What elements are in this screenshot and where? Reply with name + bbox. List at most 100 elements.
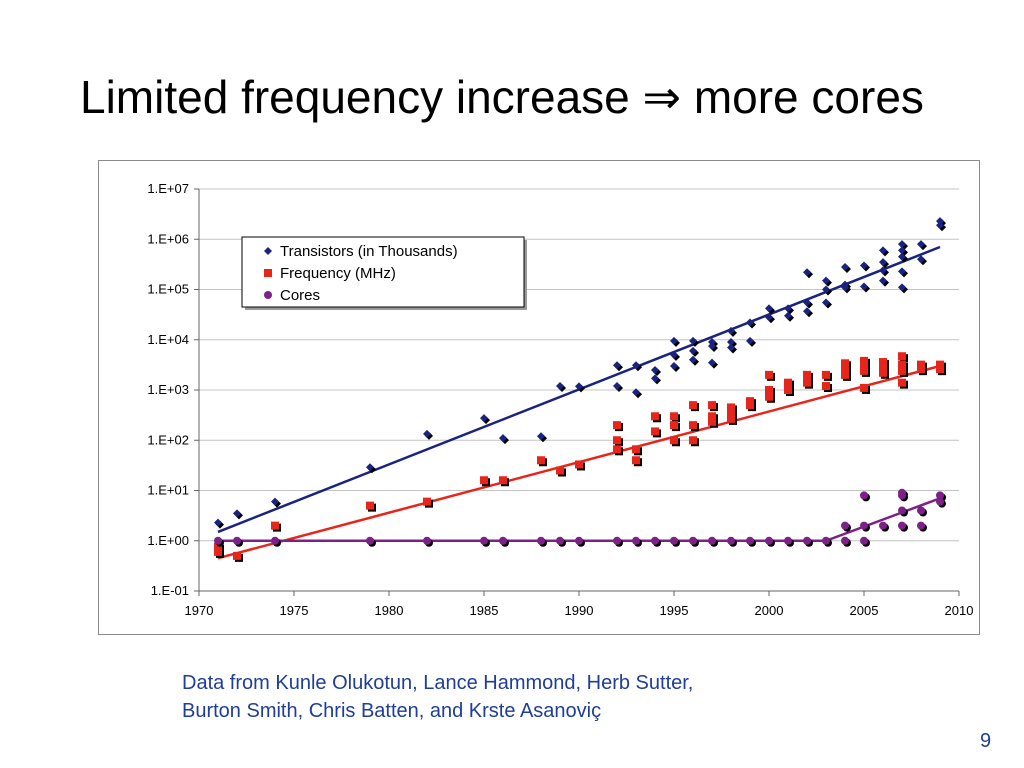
legend-label: Transistors (in Thousands) — [280, 243, 458, 260]
data-point — [727, 326, 735, 335]
page-number: 9 — [980, 730, 992, 752]
data-point — [575, 460, 583, 469]
data-point — [841, 263, 849, 272]
y-tick-label: 1.E+04 — [147, 332, 189, 347]
data-point — [898, 360, 906, 369]
data-point — [822, 370, 830, 379]
caption-line-2: Burton Smith, Chris Batten, and Krste As… — [182, 700, 602, 722]
data-point — [233, 536, 241, 545]
data-point — [613, 536, 621, 545]
chart-svg: 1.E+07 1.E+06 1.E+05 1.E+04 1.E+03 1.E+02 1.E+… — [147, 181, 973, 618]
data-point — [366, 501, 374, 510]
data-point — [803, 370, 811, 379]
data-point — [214, 547, 222, 556]
data-point — [499, 536, 507, 545]
data-point — [575, 536, 583, 545]
data-point — [917, 506, 925, 515]
data-point — [746, 536, 754, 545]
data-point — [860, 491, 868, 500]
data-point — [708, 536, 716, 545]
data-point — [727, 536, 735, 545]
data-point — [936, 365, 944, 374]
data-point — [898, 521, 906, 530]
data-point — [689, 536, 697, 545]
data-point — [480, 414, 488, 423]
data-point — [708, 417, 716, 426]
legend-box — [241, 236, 525, 308]
data-point — [214, 536, 222, 545]
y-tick-label: 1.E+00 — [147, 533, 189, 548]
data-point — [233, 509, 241, 518]
source-caption: Data from Kunle Olukotun, Lance Hammond,… — [182, 669, 882, 725]
data-point — [689, 421, 697, 430]
data-point — [784, 311, 792, 320]
data-point — [822, 298, 830, 307]
data-point — [613, 382, 621, 391]
data-point — [917, 521, 925, 530]
data-point — [803, 298, 811, 307]
data-point — [841, 283, 849, 292]
data-point — [689, 436, 697, 445]
data-point — [689, 336, 697, 345]
x-tick-label: 1985 — [470, 603, 499, 618]
data-point — [746, 336, 754, 345]
data-point — [670, 436, 678, 445]
data-point — [575, 382, 583, 391]
data-point — [423, 497, 431, 506]
data-point — [651, 374, 659, 383]
data-point — [670, 412, 678, 421]
y-tick-label: 1.E+07 — [147, 181, 189, 196]
legend-marker — [264, 269, 272, 277]
data-point — [860, 362, 868, 371]
data-point — [670, 336, 678, 345]
data-point — [233, 551, 241, 560]
data-point — [271, 536, 279, 545]
x-tick-label: 2010 — [945, 603, 974, 618]
data-point — [879, 246, 887, 255]
x-tick-label: 1980 — [375, 603, 404, 618]
data-point — [499, 476, 507, 485]
data-point — [841, 370, 849, 379]
legend-label: Cores — [280, 287, 320, 304]
data-point — [898, 267, 906, 276]
data-point — [708, 342, 716, 351]
data-point — [860, 356, 868, 365]
data-point — [860, 521, 868, 530]
data-point — [879, 276, 887, 285]
data-point — [423, 429, 431, 438]
data-point — [499, 434, 507, 443]
data-point — [708, 358, 716, 367]
data-point — [898, 378, 906, 387]
data-point — [898, 352, 906, 361]
data-point — [765, 304, 773, 313]
data-point — [537, 456, 545, 465]
slide-title: Limited frequency increase ⇒ more cores — [80, 71, 924, 123]
data-point — [936, 497, 944, 506]
data-point — [784, 304, 792, 313]
data-point — [727, 408, 735, 417]
data-point — [670, 536, 678, 545]
data-point — [784, 536, 792, 545]
data-point — [746, 401, 754, 410]
data-point — [670, 350, 678, 359]
data-point — [784, 386, 792, 394]
legend: Transistors (in Thousands) Frequency (MHz… — [241, 236, 527, 310]
data-point — [423, 536, 431, 545]
data-point — [860, 282, 868, 291]
caption-line-1: Data from Kunle Olukotun, Lance Hammond,… — [182, 672, 694, 694]
data-point — [822, 536, 830, 545]
x-tick-label: 2000 — [755, 603, 784, 618]
axes: 1.E+07 1.E+06 1.E+05 1.E+04 1.E+03 1.E+02 1.E+… — [147, 181, 973, 618]
data-point — [822, 285, 830, 294]
y-tick-label: 1.E+01 — [147, 483, 189, 498]
data-point — [936, 360, 944, 369]
data-point — [860, 261, 868, 270]
data-point — [917, 255, 925, 264]
data-point — [746, 318, 754, 327]
data-point — [803, 307, 811, 316]
data-point — [879, 258, 887, 267]
data-point — [765, 536, 773, 545]
data-point — [689, 355, 697, 364]
x-tick-label: 1970 — [185, 603, 214, 618]
data-point — [214, 518, 222, 527]
